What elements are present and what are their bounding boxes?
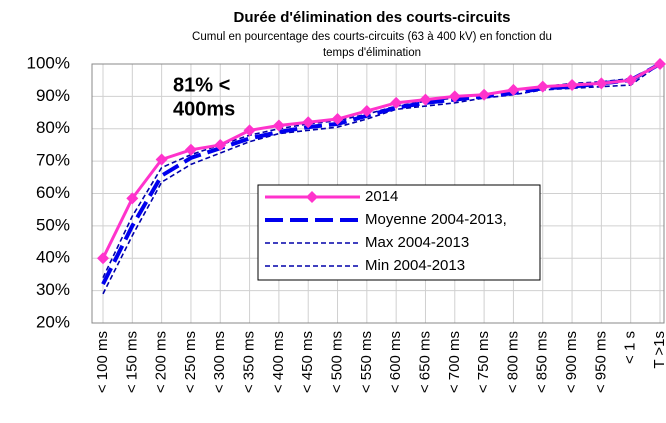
point-marker [243,124,256,137]
x-tick-label: < 900 ms [563,331,580,393]
point-marker [331,113,344,126]
point-marker [272,119,285,132]
x-tick-label: < 550 ms [358,331,375,393]
point-marker [126,192,139,205]
x-tick-label: < 700 ms [446,331,463,393]
point-marker [214,138,227,151]
chart-title: Durée d'élimination des courts-circuits [234,9,511,26]
x-tick-label: < 800 ms [504,331,521,393]
x-tick-label: < 350 ms [241,331,258,393]
x-tick-label: < 450 ms [299,331,316,393]
x-tick-label: < 300 ms [211,331,228,393]
legend-label: Moyenne 2004-2013, [365,211,507,228]
x-tick-label: < 150 ms [123,331,140,393]
y-tick-label: 50% [36,215,70,234]
point-marker [448,90,461,103]
x-tick-label: < 1 s [622,331,639,364]
point-marker [536,80,549,93]
point-marker [97,252,109,265]
x-tick-label: < 200 ms [153,331,170,393]
point-marker [390,96,403,109]
legend-marker [306,191,318,203]
point-marker [595,77,608,90]
x-tick-label: < 750 ms [475,331,492,393]
y-tick-label: 60% [36,183,70,202]
point-marker [507,83,520,96]
point-marker [478,88,491,101]
point-marker [360,104,373,117]
x-tick-label: < 500 ms [328,331,345,393]
legend-label: Min 2004-2013 [365,257,465,274]
point-marker [419,93,432,106]
point-marker [624,74,637,87]
point-marker [566,79,579,92]
y-tick-label: 70% [36,151,70,170]
x-tick-label: < 650 ms [416,331,433,393]
y-tick-label: 40% [36,248,70,267]
x-tick-label: < 100 ms [94,331,111,393]
x-tick-label: < 250 ms [182,331,199,393]
plot-frame [91,63,665,324]
x-tick-label: < 950 ms [592,331,609,393]
legend-label: 2014 [365,188,398,205]
point-marker [155,153,168,166]
point-marker [302,116,315,129]
legend-label: Max 2004-2013 [365,234,469,251]
y-tick-label: 100% [27,53,70,72]
chart-subtitle: temps d'élimination [323,47,421,59]
annotation: 400ms [173,98,235,120]
x-tick-label: T >1s [651,331,666,369]
point-marker [184,143,197,156]
series-line [101,62,661,286]
point-marker [654,58,666,70]
y-tick-label: 90% [36,86,70,105]
legend-box [257,184,541,281]
y-tick-label: 80% [36,118,70,137]
y-tick-label: 30% [36,280,70,299]
x-tick-label: < 400 ms [270,331,287,393]
x-tick-label: < 600 ms [387,331,404,393]
chart-subtitle: Cumul en pourcentage des courts-circuits… [192,31,552,43]
x-tick-label: < 850 ms [534,331,551,393]
y-tick-label: 20% [36,312,70,331]
annotation: 81% < [173,74,230,96]
